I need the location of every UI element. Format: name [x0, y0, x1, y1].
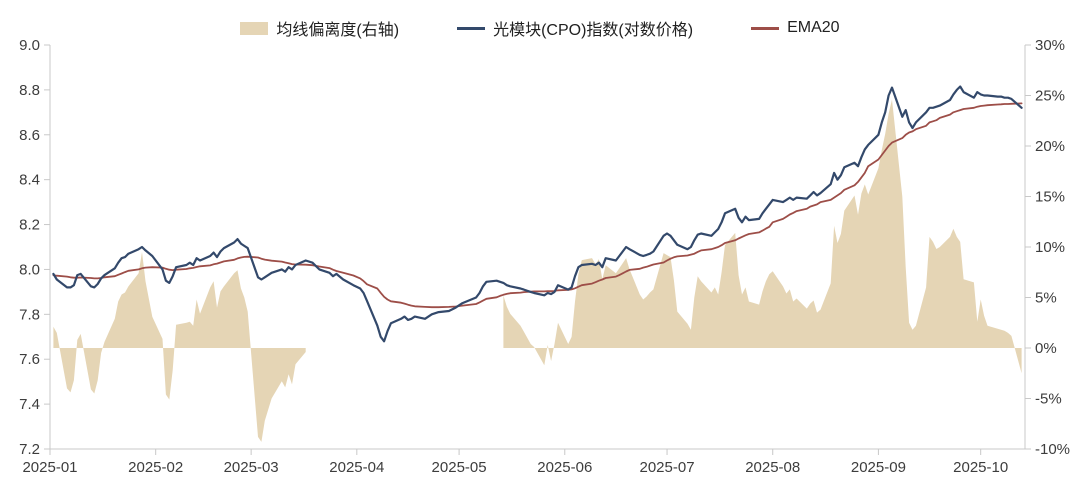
y-right-tick-label: 25%	[1035, 88, 1065, 105]
index-line	[52, 85, 1023, 343]
y-right-tick-label: 0%	[1035, 340, 1057, 357]
y-right-tick-label: -10%	[1035, 441, 1070, 458]
deviation-area	[503, 99, 1022, 374]
legend-label-index: 光模块(CPO)指数(对数价格)	[493, 22, 694, 39]
x-tick-label: 2025-09	[851, 459, 906, 476]
y-left-tick-label: 8.6	[19, 127, 40, 144]
y-left-tick-label: 7.6	[19, 351, 40, 368]
y-left-tick-label: 7.2	[19, 441, 40, 458]
legend-item-index[interactable]: 光模块(CPO)指数(对数价格)	[457, 16, 693, 40]
x-tick-label: 2025-05	[432, 459, 487, 476]
y-left-tick-label: 8.0	[19, 261, 40, 278]
y-right-tick-label: 30%	[1035, 37, 1065, 54]
y-left-tick-label: 7.8	[19, 306, 40, 323]
y-left-tick-label: 8.8	[19, 82, 40, 99]
deviation-area-swatch-icon	[240, 21, 269, 35]
y-right-tick-label: 10%	[1035, 239, 1065, 256]
legend-label-ema: EMA20	[787, 19, 840, 36]
ema-line-swatch-icon	[751, 26, 780, 30]
legend-item-ema[interactable]: EMA20	[751, 19, 840, 37]
x-tick-label: 2025-02	[128, 459, 183, 476]
x-tick-label: 2025-08	[745, 459, 800, 476]
deviation-area	[53, 252, 306, 442]
legend-label-deviation: 均线偏离度(右轴)	[276, 22, 400, 39]
chart-legend: 均线偏离度(右轴) 光模块(CPO)指数(对数价格) EMA20	[0, 16, 1080, 40]
x-tick-label: 2025-01	[22, 459, 77, 476]
legend-item-deviation[interactable]: 均线偏离度(右轴)	[240, 16, 399, 40]
y-right-tick-label: 5%	[1035, 290, 1057, 307]
x-tick-label: 2025-07	[640, 459, 695, 476]
y-right-tick-label: 15%	[1035, 189, 1065, 206]
ema20-line	[52, 102, 1023, 309]
y-right-tick-label: 20%	[1035, 138, 1065, 155]
x-tick-label: 2025-04	[329, 459, 384, 476]
y-left-tick-label: 9.0	[19, 37, 40, 54]
x-tick-label: 2025-03	[224, 459, 279, 476]
index-line-swatch-icon	[457, 26, 486, 30]
x-tick-label: 2025-10	[953, 459, 1008, 476]
x-tick-label: 2025-06	[537, 459, 592, 476]
y-left-tick-label: 8.2	[19, 217, 40, 234]
y-left-tick-label: 7.4	[19, 396, 40, 413]
y-right-tick-label: -5%	[1035, 391, 1062, 408]
y-left-tick-label: 8.4	[19, 172, 40, 189]
